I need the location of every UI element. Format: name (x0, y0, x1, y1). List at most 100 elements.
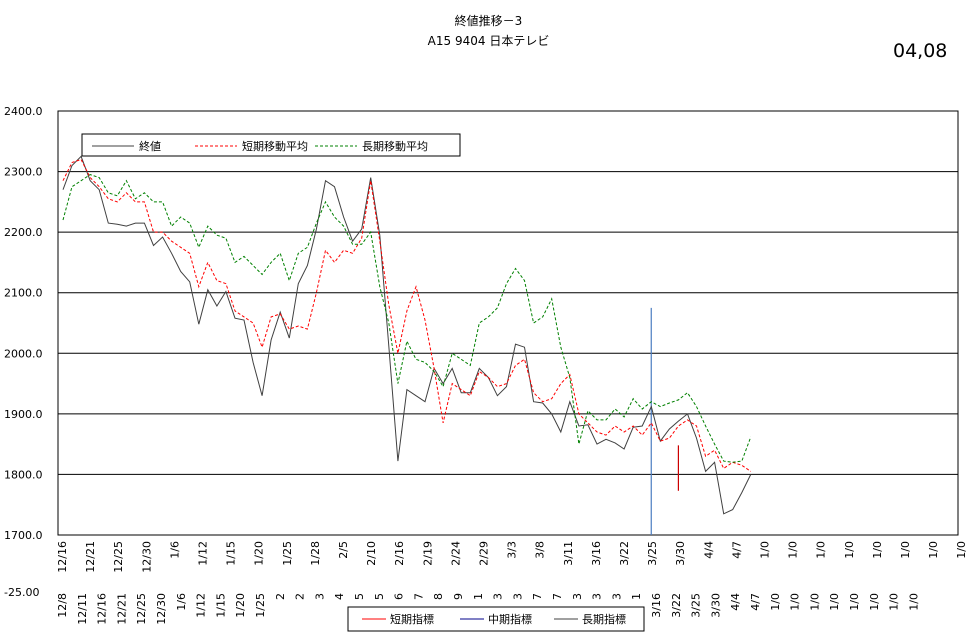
x-tick-label-lower: 12/21 (115, 593, 128, 625)
x-tick-label-lower: 6 (393, 593, 406, 600)
x-tick-label: 2/16 (393, 541, 406, 566)
y-tick-label: 2300.0 (4, 166, 43, 179)
legend-bottom-box (347, 606, 645, 632)
x-tick-label-lower: 1/0 (848, 593, 861, 611)
x-tick-label: 3/22 (618, 541, 631, 566)
chart-title: 終値推移－3 (454, 14, 523, 28)
x-tick-label: 1/28 (309, 541, 322, 566)
y-tick-label: 1700.0 (4, 529, 43, 542)
x-tick-label: 3/8 (534, 541, 547, 559)
y-bottom-label: -25.00 (4, 586, 39, 599)
x-tick-label-lower: 7 (531, 593, 544, 600)
x-tick-label-lower: 7 (551, 593, 564, 600)
legend-label: 終値 (139, 139, 161, 153)
legend-label: 長期移動平均 (362, 139, 428, 153)
y-tick-label: 2000.0 (4, 347, 43, 360)
x-tick-label-lower: 7 (412, 593, 425, 600)
series-line-3 (62, 174, 752, 463)
x-tick-label-lower: 1/20 (234, 593, 247, 618)
x-tick-label: 1/0 (787, 541, 800, 559)
x-tick-label-lower: 9 (452, 593, 465, 600)
x-tick-label: 1/0 (871, 541, 884, 559)
x-tick-label: 2/5 (337, 541, 350, 559)
x-tick-label-lower: 1/6 (175, 593, 188, 611)
x-tick-label-lower: 12/25 (135, 593, 148, 625)
x-tick-label: 3/11 (562, 541, 575, 566)
x-tick-label-lower: 1 (630, 593, 643, 600)
x-tick-label-lower: 5 (353, 593, 366, 600)
x-tick-label-lower: 1/12 (195, 593, 208, 618)
x-tick-label-lower: 3/30 (709, 593, 722, 618)
x-tick-label: 2/29 (478, 541, 491, 566)
x-tick-label: 4/7 (730, 541, 743, 559)
x-tick-label-lower: 2 (274, 593, 287, 600)
legend-bottom: 短期指標 中期指標 長期指標 (347, 606, 645, 632)
legend-main: 終値 短期移動平均 長期移動平均 (81, 133, 461, 157)
y-axis: 2400.0 2300.0 2200.0 2100.0 2000.0 1900.0 1800… (4, 105, 43, 599)
x-tick-label-lower: 1/25 (254, 593, 267, 618)
x-tick-label: 1/25 (281, 541, 294, 566)
x-tick-label-lower: 3 (511, 593, 524, 600)
x-tick-label-lower: 12/11 (76, 593, 89, 625)
x-tick-label: 1/0 (899, 541, 912, 559)
x-tick-label: 2/19 (421, 541, 434, 566)
x-tick-label: 12/16 (56, 541, 69, 573)
x-tick-label-lower: 4 (333, 593, 346, 600)
x-tick-label: 4/4 (702, 541, 715, 559)
x-tick-label: 12/21 (84, 541, 97, 573)
grid-lines (57, 110, 959, 536)
y-tick-label: 2400.0 (4, 105, 43, 118)
x-tick-label-lower: 8 (432, 593, 445, 600)
x-tick-label: 1/20 (253, 541, 266, 566)
x-tick-label-lower: 1/0 (907, 593, 920, 611)
x-tick-label-lower: 1/0 (769, 593, 782, 611)
y-tick-label: 2200.0 (4, 226, 43, 239)
x-tick-label-lower: 3 (610, 593, 623, 600)
x-tick-label: 3/3 (506, 541, 519, 559)
x-tick-label-lower: 1/15 (214, 593, 227, 618)
x-tick-label: 1/6 (168, 541, 181, 559)
x-tick-label-lower: 3/16 (650, 593, 663, 618)
x-tick-label-lower: 3 (591, 593, 604, 600)
x-tick-label-lower: 3 (571, 593, 584, 600)
x-tick-label-lower: 12/30 (155, 593, 168, 625)
x-tick-label: 1/15 (225, 541, 238, 566)
x-tick-label-lower: 1 (472, 593, 485, 600)
x-tick-label-lower: 3 (492, 593, 505, 600)
x-tick-label-lower: 12/16 (96, 593, 109, 625)
x-tick-label: 12/30 (140, 541, 153, 573)
y-tick-label: 1800.0 (4, 468, 43, 481)
x-tick-label: 1/0 (759, 541, 772, 559)
legend-label: 短期指標 (390, 612, 434, 626)
x-axis: 12/16 12/21 12/25 12/30 1/6 1/12 1/15 1/20 1/25 1… (56, 541, 968, 625)
x-tick-label-lower: 1/0 (888, 593, 901, 611)
series-line-1 (62, 155, 752, 515)
x-tick-label-lower: 3/22 (670, 593, 683, 618)
x-tick-label: 3/30 (674, 541, 687, 566)
x-tick-label: 12/25 (112, 541, 125, 573)
x-tick-label: 2/24 (449, 541, 462, 566)
x-tick-label: 1/0 (843, 541, 856, 559)
x-tick-label-lower: 12/8 (56, 593, 69, 618)
series-lines (62, 155, 752, 515)
x-tick-label: 1/0 (955, 541, 968, 559)
x-tick-label-lower: 1/0 (868, 593, 881, 611)
legend-label: 短期移動平均 (242, 139, 308, 153)
x-tick-label: 3/16 (590, 541, 603, 566)
legend-label: 中期指標 (488, 612, 532, 626)
indicator-markers (650, 307, 680, 535)
x-tick-label: 2/10 (365, 541, 378, 566)
x-tick-label: 3/25 (646, 541, 659, 566)
y-tick-label: 2100.0 (4, 287, 43, 300)
x-tick-label: 1/0 (815, 541, 828, 559)
y-tick-label: 1900.0 (4, 408, 43, 421)
x-tick-label: 1/12 (197, 541, 210, 566)
x-tick-label-lower: 4/7 (749, 593, 762, 611)
x-tick-label-lower: 3 (313, 593, 326, 600)
x-tick-label-lower: 3/25 (690, 593, 703, 618)
x-tick-label-lower: 2 (294, 593, 307, 600)
legend-label: 長期指標 (582, 612, 626, 626)
x-tick-label-lower: 4/4 (729, 593, 742, 611)
series-line-2 (62, 158, 752, 472)
